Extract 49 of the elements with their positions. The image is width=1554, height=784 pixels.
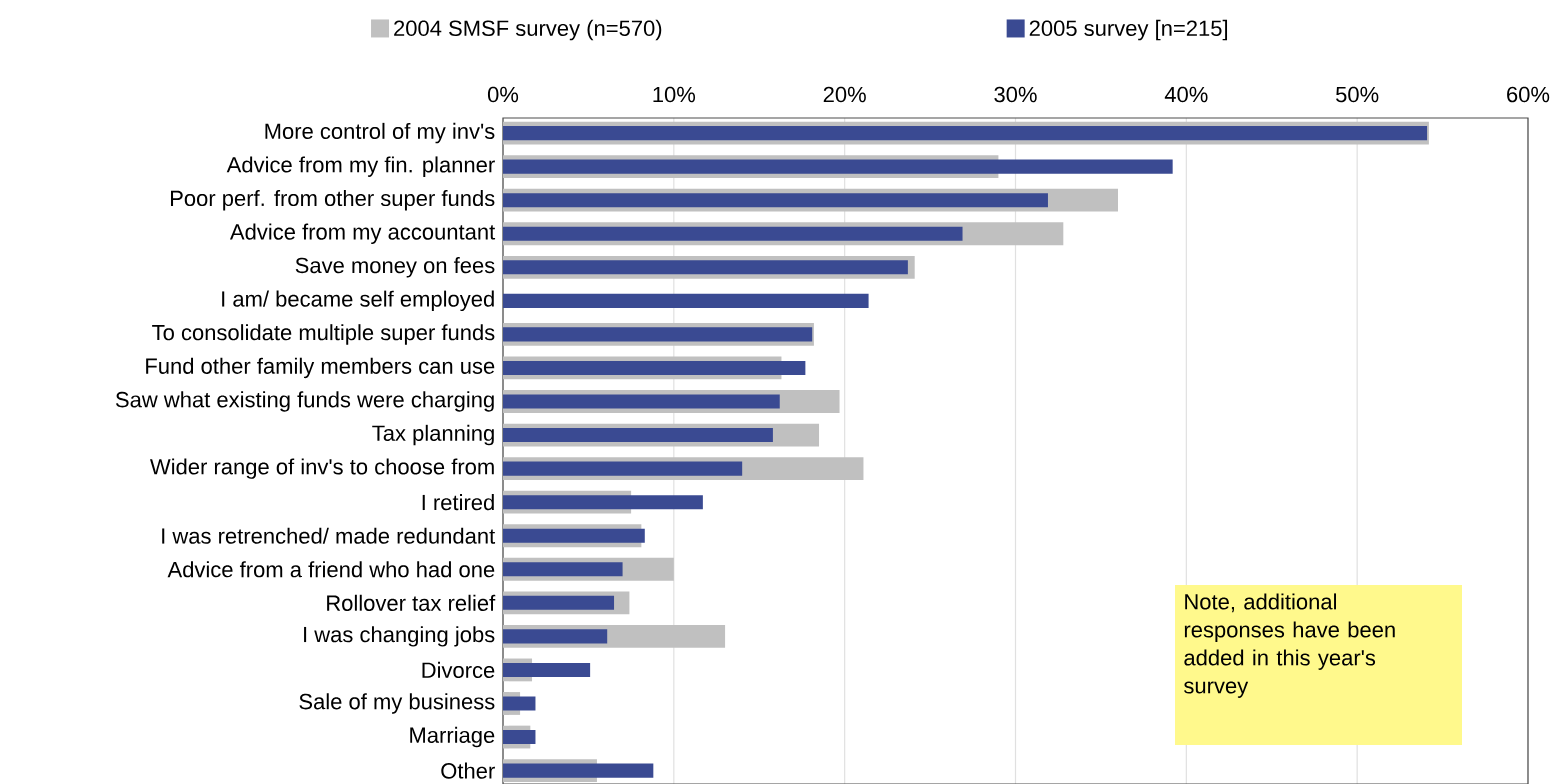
x-tick-label: 50% bbox=[1336, 86, 1379, 103]
y-tick-label: I was changing jobs bbox=[304, 626, 495, 647]
legend-label: 2005 survey [n=215] bbox=[1029, 19, 1228, 41]
bar bbox=[503, 226, 963, 241]
y-tick-label: I retired bbox=[422, 494, 494, 511]
y-tick-label: Advice from my accountant bbox=[229, 223, 496, 244]
y-tick-label: Divorce bbox=[422, 661, 495, 679]
bar bbox=[503, 528, 645, 543]
bar bbox=[503, 495, 703, 510]
y-tick-label: Advice from a friend who had one bbox=[167, 561, 495, 578]
y-tick-label: I am/ became self employed bbox=[222, 290, 494, 312]
bar bbox=[503, 428, 773, 443]
bar bbox=[503, 595, 615, 610]
x-tick-label: 60% bbox=[1507, 86, 1550, 103]
y-tick-label: Other bbox=[441, 762, 495, 779]
bar bbox=[503, 159, 1173, 174]
y-tick-label: Wider range of inv's to choose from bbox=[150, 458, 494, 479]
y-tick-label: More control of my inv's bbox=[265, 122, 495, 144]
bar bbox=[503, 696, 536, 711]
y-tick-label: Sale of my business bbox=[299, 693, 495, 714]
bar bbox=[503, 763, 654, 778]
bar bbox=[503, 729, 536, 745]
annotation: Note, additional responses have been added in this year's survey bbox=[1184, 593, 1395, 698]
y-tick-label: Fund other family members can use bbox=[146, 357, 495, 379]
y-tick-label: Saw what existing funds were charging bbox=[115, 391, 494, 412]
y-tick-label: Save money on fees bbox=[295, 257, 495, 278]
x-tick-label: 20% bbox=[823, 86, 866, 103]
bar bbox=[503, 394, 780, 409]
legend-label: 2004 SMSF survey (n=570) bbox=[394, 19, 662, 41]
y-tick-label: I was retrenched/ made redundant bbox=[162, 527, 496, 544]
bar bbox=[503, 629, 608, 644]
y-tick-label: Marriage bbox=[410, 726, 495, 748]
y-tick-label: Poor perf. from other super funds bbox=[171, 189, 495, 211]
bar bbox=[503, 260, 908, 275]
bar bbox=[503, 360, 806, 376]
x-tick-label: 0% bbox=[487, 86, 519, 103]
x-tick-label: 40% bbox=[1164, 86, 1208, 103]
y-tick-label: Rollover tax relief bbox=[327, 594, 496, 611]
y-tick-label: Advice from my fin. planner bbox=[226, 156, 495, 177]
bar bbox=[503, 562, 623, 577]
bar bbox=[503, 461, 743, 476]
bar bbox=[503, 126, 1428, 141]
bar bbox=[503, 662, 591, 677]
bar bbox=[503, 193, 1048, 208]
y-tick-label: Tax planning bbox=[372, 424, 494, 446]
x-tick-label: 10% bbox=[653, 86, 696, 103]
bar bbox=[503, 293, 869, 308]
y-tick-label: To consolidate multiple super funds bbox=[152, 324, 495, 345]
x-tick-label: 30% bbox=[994, 86, 1037, 103]
